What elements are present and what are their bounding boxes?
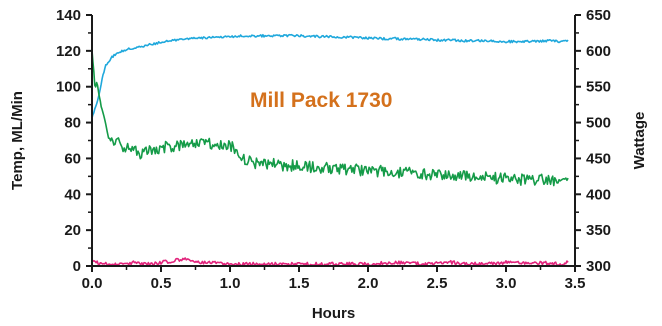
y-left-tick-label: 20 — [64, 222, 81, 239]
y-right-tick-label: 350 — [586, 222, 611, 239]
x-tick-label: 2.0 — [358, 275, 379, 292]
y-left-tick-label: 40 — [64, 186, 81, 203]
y-left-tick-label: 120 — [56, 43, 81, 60]
x-axis-title: Hours — [312, 305, 355, 322]
y-right-tick-label: 400 — [586, 186, 611, 203]
axes — [91, 15, 576, 267]
y-left-tick-label: 60 — [64, 150, 81, 167]
x-tick-label: 3.5 — [565, 275, 586, 292]
flow-line — [91, 50, 569, 187]
y-left-axis-title: Temp, ML/Min — [9, 91, 26, 190]
ticks — [86, 14, 581, 272]
chart-annotation: Mill Pack 1730 — [250, 89, 392, 112]
temp-line — [91, 257, 569, 267]
x-tick-label: 1.0 — [220, 275, 241, 292]
y-right-tick-label: 450 — [586, 150, 611, 167]
x-tick-label: 0.5 — [151, 275, 172, 292]
x-tick-label: 1.5 — [289, 275, 310, 292]
tick-labels: 0.0 0.5 1.0 1.5 2.0 2.5 3.0 3.5 0 20 40 60 80 100 120 1… — [56, 7, 611, 292]
wattage-line — [91, 33, 569, 119]
y-right-tick-label: 650 — [586, 7, 611, 24]
x-tick-label: 0.0 — [82, 275, 103, 292]
y-left-tick-label: 80 — [64, 115, 81, 132]
y-left-tick-label: 140 — [56, 7, 81, 24]
y-right-tick-label: 300 — [586, 258, 611, 275]
x-tick-label: 3.0 — [496, 275, 517, 292]
plot-lines — [91, 33, 569, 267]
y-right-axis-title: Wattage — [631, 112, 648, 170]
y-right-tick-label: 500 — [586, 115, 611, 132]
y-right-tick-label: 600 — [586, 43, 611, 60]
y-left-tick-label: 100 — [56, 79, 81, 96]
y-right-tick-label: 550 — [586, 79, 611, 96]
x-tick-label: 2.5 — [427, 275, 448, 292]
y-left-tick-label: 0 — [73, 258, 81, 275]
